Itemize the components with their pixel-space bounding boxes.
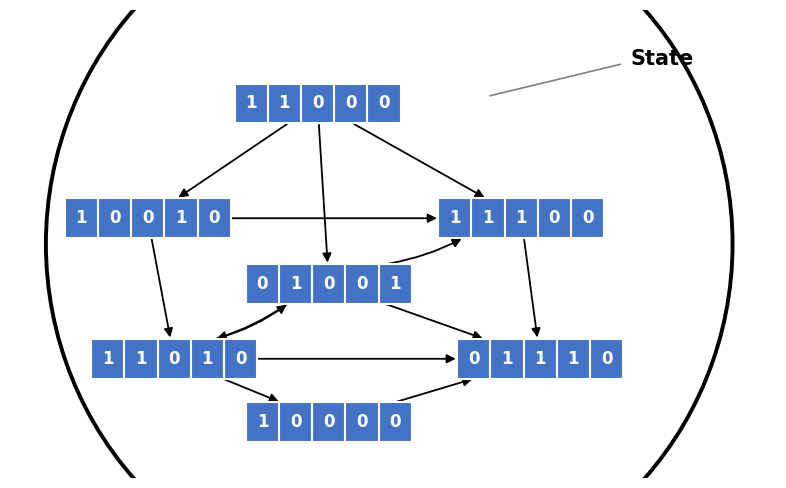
FancyArrowPatch shape [386, 304, 481, 339]
FancyArrowPatch shape [524, 240, 540, 335]
Bar [246, 264, 412, 304]
Text: 0: 0 [601, 350, 612, 368]
Text: 1: 1 [483, 209, 494, 227]
FancyArrowPatch shape [219, 305, 287, 339]
Text: 1: 1 [135, 350, 147, 368]
Text: 1: 1 [449, 209, 461, 227]
FancyArrowPatch shape [180, 124, 287, 196]
Text: 0: 0 [323, 275, 335, 293]
Text: 1: 1 [567, 350, 579, 368]
FancyArrowPatch shape [354, 124, 483, 197]
Text: 1: 1 [257, 413, 268, 431]
Text: 1: 1 [390, 275, 401, 293]
Text: 1: 1 [75, 209, 87, 227]
Text: 0: 0 [356, 275, 368, 293]
Text: 1: 1 [501, 350, 512, 368]
Text: 0: 0 [168, 350, 180, 368]
Bar [234, 83, 401, 123]
Bar [91, 339, 257, 379]
Text: 0: 0 [312, 95, 323, 112]
Text: 0: 0 [323, 413, 335, 431]
Bar [457, 339, 623, 379]
Text: 0: 0 [356, 413, 368, 431]
Text: 0: 0 [108, 209, 120, 227]
Text: 1: 1 [516, 209, 527, 227]
FancyArrowPatch shape [388, 240, 460, 264]
Bar [234, 83, 401, 123]
Text: 0: 0 [142, 209, 153, 227]
Text: 0: 0 [378, 95, 390, 112]
Text: 0: 0 [235, 350, 246, 368]
Text: 0: 0 [290, 413, 301, 431]
Text: State: State [630, 49, 694, 69]
Text: 1: 1 [245, 95, 257, 112]
Bar [64, 198, 231, 238]
Bar [91, 339, 257, 379]
Text: 1: 1 [175, 209, 187, 227]
FancyArrowPatch shape [224, 379, 277, 402]
Text: 1: 1 [534, 350, 546, 368]
Text: 0: 0 [257, 275, 268, 293]
Bar [439, 198, 604, 238]
FancyArrowPatch shape [217, 306, 285, 339]
Text: 0: 0 [390, 413, 401, 431]
Text: 0: 0 [582, 209, 593, 227]
Text: 0: 0 [549, 209, 560, 227]
Bar [439, 198, 604, 238]
Bar [246, 402, 412, 442]
Text: 1: 1 [290, 275, 301, 293]
FancyArrowPatch shape [397, 378, 470, 402]
Text: 0: 0 [468, 350, 479, 368]
Bar [246, 264, 412, 304]
Text: 1: 1 [278, 95, 290, 112]
FancyArrowPatch shape [319, 125, 331, 261]
Bar [246, 402, 412, 442]
Text: 0: 0 [345, 95, 357, 112]
FancyArrowPatch shape [232, 215, 435, 222]
Text: 0: 0 [208, 209, 220, 227]
Text: 1: 1 [102, 350, 113, 368]
Bar [64, 198, 231, 238]
Text: 1: 1 [202, 350, 213, 368]
FancyArrowPatch shape [152, 240, 172, 336]
FancyArrowPatch shape [259, 355, 454, 363]
Bar [457, 339, 623, 379]
